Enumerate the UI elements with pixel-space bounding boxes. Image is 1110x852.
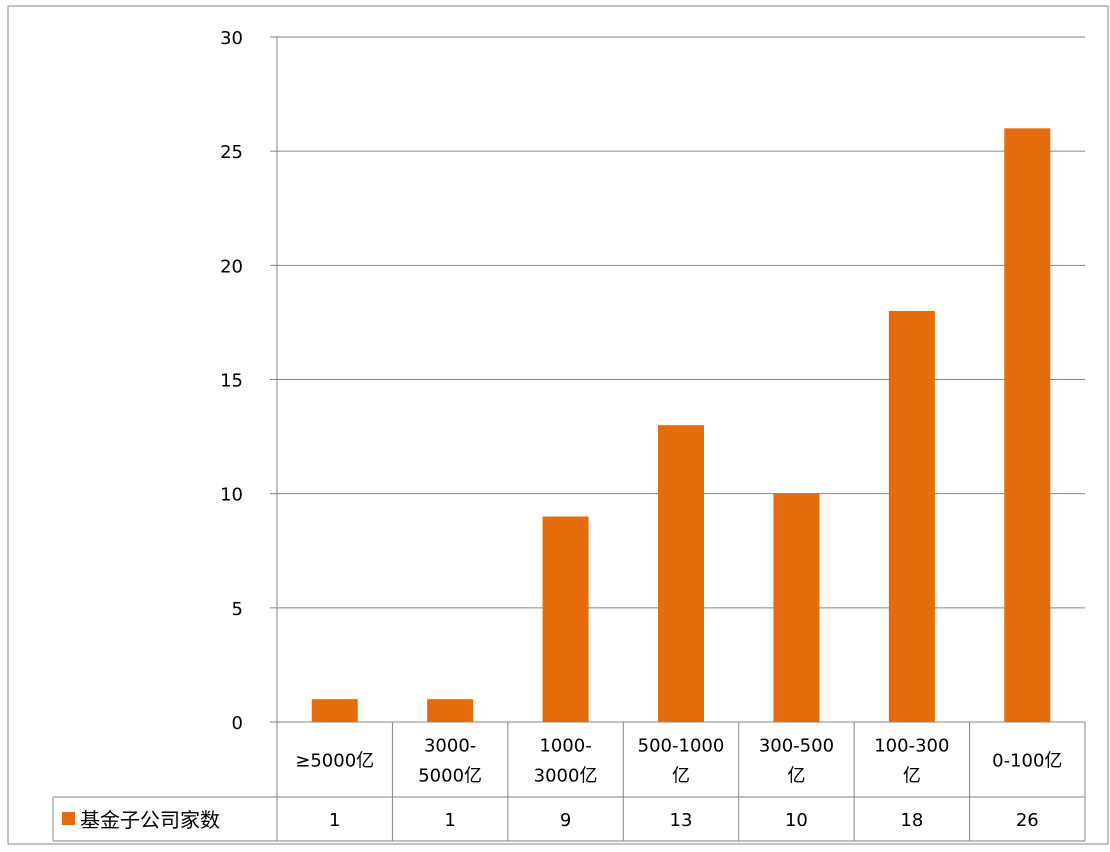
x-tick-label: ≥5000亿: [295, 751, 374, 772]
data-table-value: 26: [1016, 810, 1039, 831]
x-tick-label: 1000-: [539, 736, 591, 757]
x-tick-label: 100-300: [874, 736, 949, 757]
y-tick-label: 30: [220, 28, 243, 49]
bar: [1004, 128, 1051, 723]
x-tick-label: 亿: [787, 766, 805, 787]
y-tick-label: 25: [220, 142, 243, 163]
legend-label: 基金子公司家数: [80, 808, 220, 832]
x-tick-label: 0-100亿: [992, 751, 1062, 772]
x-tick-label: 亿: [903, 766, 921, 787]
bar: [658, 425, 704, 722]
y-tick-label: 10: [220, 485, 243, 506]
bar: [542, 516, 589, 722]
y-tick-label: 20: [220, 256, 243, 277]
x-tick-label: 亿: [672, 766, 690, 787]
bar: [427, 699, 474, 722]
x-tick-label: 3000-: [424, 736, 476, 757]
y-tick-label: 5: [232, 599, 243, 620]
data-table-value: 9: [560, 810, 571, 831]
bar: [888, 311, 935, 722]
y-tick-label: 0: [232, 713, 243, 734]
data-table-value: 10: [785, 810, 808, 831]
x-tick-label: 5000亿: [418, 766, 482, 787]
x-tick-label: 500-1000: [638, 736, 725, 757]
data-table-value: 13: [670, 810, 693, 831]
bar: [773, 493, 820, 722]
data-table-value: 1: [329, 810, 340, 831]
bar: [311, 699, 358, 722]
y-tick-label: 15: [220, 371, 243, 392]
legend-swatch: [62, 812, 75, 825]
x-tick-label: 3000亿: [534, 766, 598, 787]
data-table-value: 18: [900, 810, 923, 831]
x-tick-label: 300-500: [759, 736, 834, 757]
chart-area-border: [7, 5, 1109, 845]
data-table-value: 1: [444, 810, 455, 831]
